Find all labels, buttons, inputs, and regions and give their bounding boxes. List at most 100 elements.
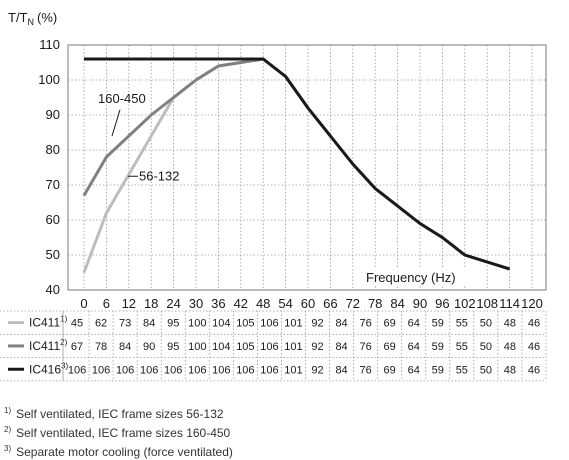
table-cell: 76 bbox=[360, 364, 372, 376]
footnotes: 1) Self ventilated, IEC frame sizes 56-13… bbox=[4, 403, 233, 460]
y-tick-label: 60 bbox=[46, 212, 60, 227]
x-tick-label: 108 bbox=[476, 296, 498, 311]
table-cell: 90 bbox=[143, 341, 155, 353]
table-cell: 62 bbox=[95, 318, 107, 330]
plot-frame bbox=[67, 44, 547, 291]
axes: 40 50 60 70 80 90 100 110 0 6 12 18 24 30 36 42 48 54 60 66… bbox=[8, 10, 547, 311]
table-cell: 69 bbox=[384, 318, 396, 330]
table-cell: 106 bbox=[140, 364, 158, 376]
data-table: IC4111) 45 62 73 84 95 100 104 105 106 101 92 84 76 69… bbox=[0, 310, 547, 382]
x-tick-label: 36 bbox=[211, 296, 225, 311]
x-tick-label: 114 bbox=[499, 296, 520, 311]
table-cell: 46 bbox=[528, 341, 540, 353]
table-cell: 50 bbox=[480, 364, 492, 376]
table-cell: 59 bbox=[432, 364, 444, 376]
table-cell: 48 bbox=[504, 341, 516, 353]
series-line-ic416-3 bbox=[84, 57, 511, 271]
y-axis-title: T/TN (%) bbox=[8, 10, 57, 27]
table-cell: 78 bbox=[95, 341, 107, 353]
table-cell: 106 bbox=[164, 364, 182, 376]
table-cell: 69 bbox=[384, 341, 396, 353]
table-cell: 59 bbox=[432, 341, 444, 353]
series-lines bbox=[82, 57, 511, 274]
table-cell: 92 bbox=[311, 341, 323, 353]
table-cell: 84 bbox=[335, 341, 347, 353]
table-cell: 64 bbox=[408, 364, 420, 376]
x-tick-label: 18 bbox=[144, 296, 158, 311]
table-cell: 76 bbox=[360, 318, 372, 330]
x-tick-label: 60 bbox=[301, 296, 315, 311]
table-cell: 50 bbox=[480, 341, 492, 353]
y-tick-label: 40 bbox=[46, 282, 60, 297]
table-cell: 105 bbox=[236, 318, 254, 330]
y-tick-label: 80 bbox=[46, 142, 60, 157]
table-cell: 64 bbox=[408, 341, 420, 353]
x-tick-label: 24 bbox=[166, 296, 180, 311]
x-tick-label: 42 bbox=[234, 296, 248, 311]
table-cell: 106 bbox=[212, 364, 230, 376]
y-tick-label: 70 bbox=[46, 177, 60, 192]
table-row-label-3: IC4163) bbox=[29, 361, 68, 376]
x-tick-label: 96 bbox=[435, 296, 449, 311]
table-cell: 50 bbox=[480, 318, 492, 330]
table-cell: 92 bbox=[311, 364, 323, 376]
table-cell: 106 bbox=[260, 318, 278, 330]
table-cell: 67 bbox=[71, 341, 83, 353]
table-cell: 101 bbox=[284, 364, 302, 376]
x-tick-label: 90 bbox=[413, 296, 427, 311]
table-cell: 84 bbox=[335, 364, 347, 376]
table-cell: 46 bbox=[528, 318, 540, 330]
x-tick-label: 0 bbox=[80, 296, 87, 311]
annotations: 160-450 56-132 bbox=[98, 91, 179, 184]
table-cell: 106 bbox=[236, 364, 254, 376]
x-tick-label: 12 bbox=[122, 296, 136, 311]
table-row-label-2: IC4112) bbox=[29, 338, 68, 353]
table-cell: 106 bbox=[188, 364, 206, 376]
table-cell: 100 bbox=[188, 341, 206, 353]
table-cell: 84 bbox=[143, 318, 155, 330]
table-cell: 48 bbox=[504, 364, 516, 376]
y-tick-label: 100 bbox=[38, 72, 60, 87]
table-cell: 73 bbox=[119, 318, 131, 330]
annotation-160-450: 160-450 bbox=[98, 91, 146, 106]
table-cell: 69 bbox=[384, 364, 396, 376]
table-cell: 55 bbox=[456, 364, 468, 376]
table-cell: 48 bbox=[504, 318, 516, 330]
table-cell: 100 bbox=[188, 318, 206, 330]
table-cell: 106 bbox=[116, 364, 134, 376]
table-cell: 64 bbox=[408, 318, 420, 330]
table-cell: 105 bbox=[236, 341, 254, 353]
table-cell: 84 bbox=[335, 318, 347, 330]
table-cell: 106 bbox=[260, 341, 278, 353]
x-tick-label: 6 bbox=[103, 296, 110, 311]
x-tick-label: 120 bbox=[521, 296, 543, 311]
table-cell: 92 bbox=[311, 318, 323, 330]
table-row-label-1: IC4111) bbox=[29, 315, 68, 330]
table-cell: 101 bbox=[284, 341, 302, 353]
x-tick-label: 30 bbox=[189, 296, 203, 311]
footnote-2: 2) Self ventilated, IEC frame sizes 160-4… bbox=[4, 425, 231, 440]
table-cell: 55 bbox=[456, 341, 468, 353]
x-tick-label: 48 bbox=[256, 296, 270, 311]
y-tick-label: 50 bbox=[46, 247, 60, 262]
x-axis-title: Frequency (Hz) bbox=[366, 270, 456, 285]
table-cell: 104 bbox=[212, 341, 230, 353]
x-tick-label: 78 bbox=[368, 296, 382, 311]
table-cell: 59 bbox=[432, 318, 444, 330]
table-cell: 95 bbox=[167, 341, 179, 353]
x-tick-label: 66 bbox=[323, 296, 337, 311]
y-tick-label: 90 bbox=[46, 107, 60, 122]
table-cell: 46 bbox=[528, 364, 540, 376]
table-cell: 106 bbox=[92, 364, 110, 376]
x-tick-label: 102 bbox=[454, 296, 476, 311]
table-cell: 104 bbox=[212, 318, 230, 330]
x-tick-label: 84 bbox=[390, 296, 404, 311]
annotation-160-450-leader bbox=[111, 109, 121, 137]
table-cell: 106 bbox=[68, 364, 86, 376]
x-tick-label: 72 bbox=[346, 296, 360, 311]
table-cell: 55 bbox=[456, 318, 468, 330]
x-axis-title-bg bbox=[354, 268, 467, 286]
grid-lines bbox=[68, 44, 546, 291]
table-cell: 95 bbox=[167, 318, 179, 330]
annotation-56-132: 56-132 bbox=[139, 168, 179, 183]
